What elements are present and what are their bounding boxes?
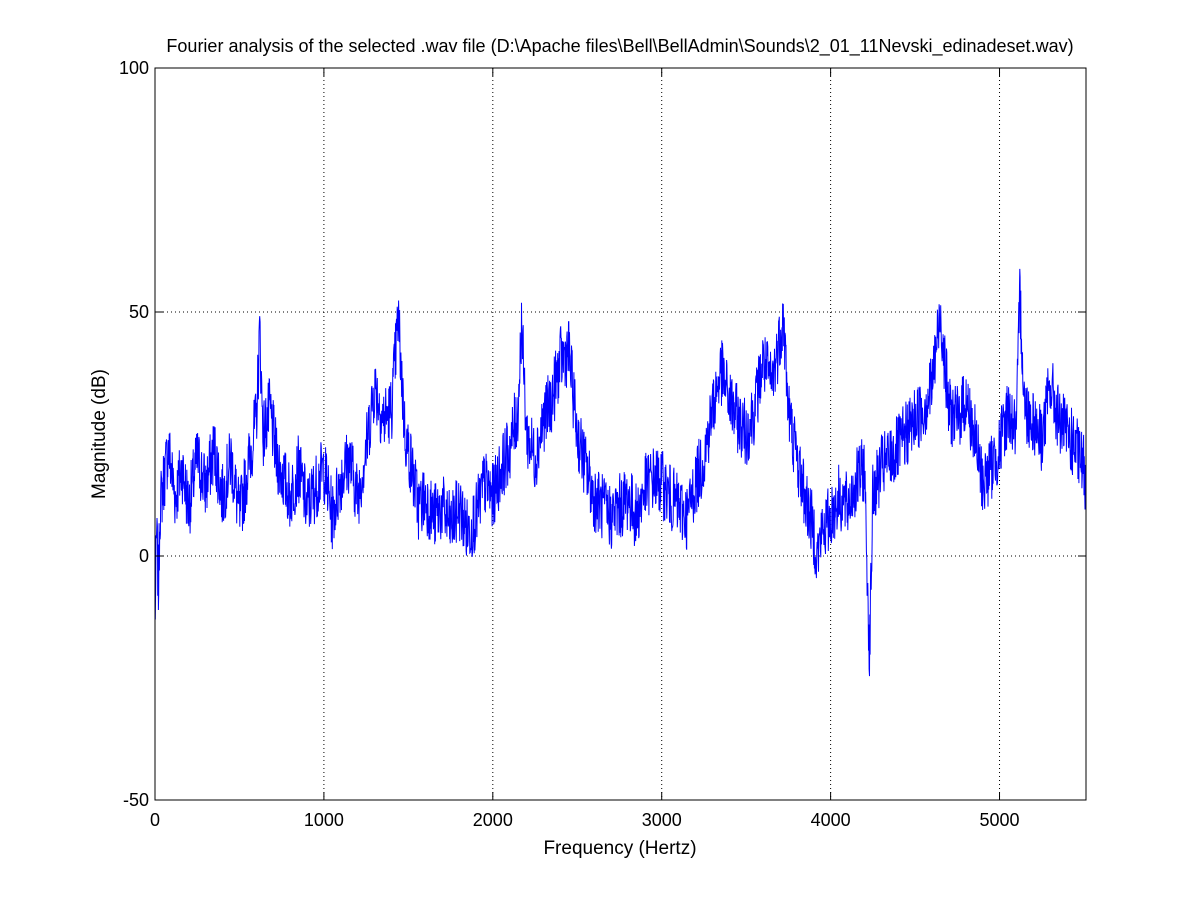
y-tick-label: 0 — [139, 546, 149, 566]
y-axis-label: Magnitude (dB) — [89, 369, 110, 499]
x-tick-label: 5000 — [979, 810, 1019, 830]
x-tick-label: 2000 — [473, 810, 513, 830]
x-tick-label: 3000 — [642, 810, 682, 830]
axes-box — [154, 67, 1087, 801]
plot-line — [154, 268, 1087, 677]
x-axis-label: Frequency (Hertz) — [543, 838, 696, 859]
y-tick-label: 50 — [129, 302, 149, 322]
x-tick-label: 4000 — [811, 810, 851, 830]
gridlines — [155, 68, 1086, 800]
y-tick-label: -50 — [123, 790, 149, 810]
x-tick-label: 1000 — [304, 810, 344, 830]
chart-title: Fourier analysis of the selected .wav fi… — [166, 36, 1073, 57]
magnitude-series-line — [154, 268, 1087, 677]
ticks — [154, 67, 1086, 801]
y-tick-label: 100 — [119, 58, 149, 78]
x-tick-label: 0 — [150, 810, 160, 830]
